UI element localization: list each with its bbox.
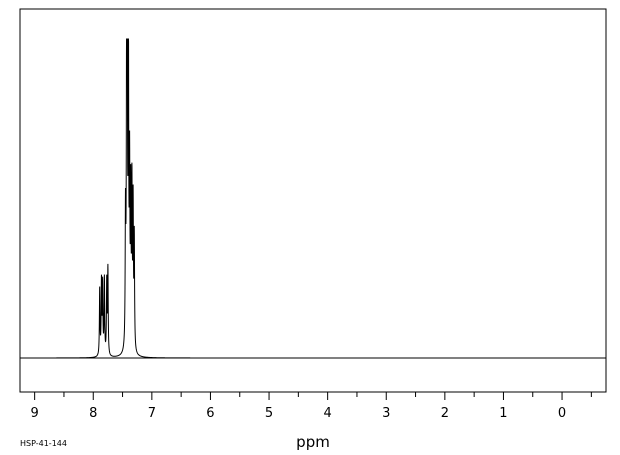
x-tick-label: 0 <box>558 406 566 421</box>
x-tick-label: 6 <box>206 406 214 421</box>
x-tick-label: 1 <box>499 406 507 421</box>
x-axis-label: ppm <box>296 433 330 451</box>
x-tick-label: 3 <box>382 406 390 421</box>
x-tick-label: 9 <box>31 406 39 421</box>
spectrum-trace <box>20 38 606 359</box>
x-tick-label: 8 <box>89 406 97 421</box>
x-tick-label: 4 <box>324 406 332 421</box>
sample-id: HSP-41-144 <box>20 439 67 448</box>
x-tick-label: 7 <box>148 406 156 421</box>
x-tick-label: 5 <box>265 406 273 421</box>
plot-frame <box>19 8 607 393</box>
x-axis-ticks: 9 8 7 6 5 4 3 2 1 0 <box>31 392 592 421</box>
x-tick-label: 2 <box>441 406 449 421</box>
